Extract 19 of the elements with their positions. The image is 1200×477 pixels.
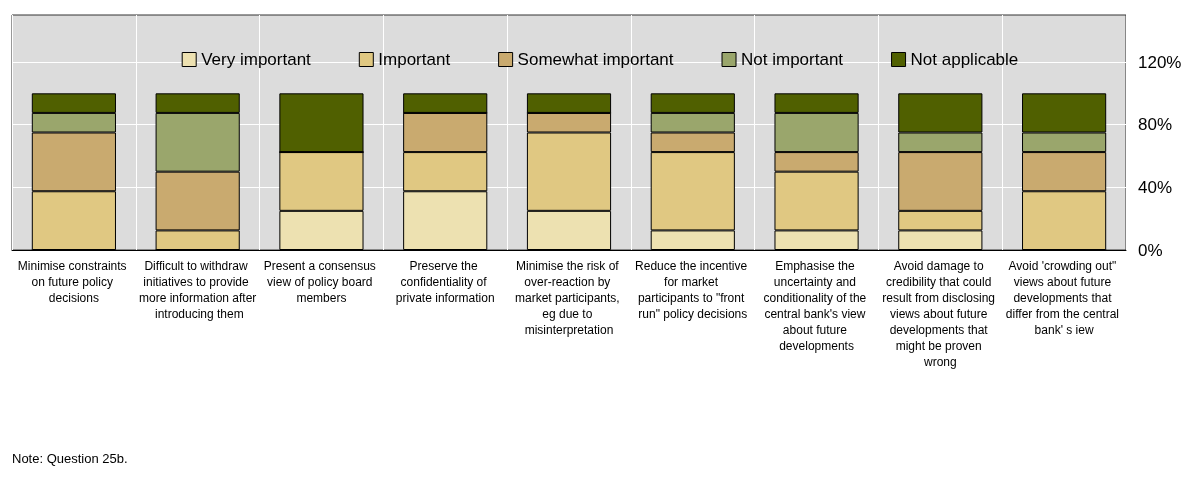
legend-label: Not important (741, 50, 844, 69)
y-tick-label: 40% (1138, 177, 1173, 197)
x-tick-label: Minimise constraints on future policy decisions (17, 259, 130, 305)
x-tick-label: Avoid 'crowding out" views about future developments that differ from the central bank' s iew (1005, 259, 1123, 337)
x-tick-label: Reduce the incentive for market participants to "front run" policy decisions (635, 259, 751, 321)
y-tick-label: 80% (1138, 115, 1173, 135)
x-tick-label: Emphasise the uncertainty and conditionality of the central bank's view about future developments (763, 259, 870, 353)
legend-label: Very important (201, 50, 312, 69)
x-tick-label: Preserve the confidentiality of private information (395, 259, 495, 305)
y-tick-label: 0% (1138, 240, 1163, 260)
x-tick-label: Minimise the risk of over-reaction by market participants, eg due to misinterpretation (514, 259, 624, 337)
x-tick-label: Present a consensus view of policy board members (263, 259, 380, 305)
y-tick-label: 120% (1138, 52, 1182, 72)
legend-label: Not applicable (910, 50, 1019, 69)
legend-label: Important (378, 50, 451, 69)
x-tick-label: Difficult to withdraw initiatives to provide more information after introducing them (138, 259, 257, 321)
x-tick-label: Avoid damage to credibility that could result from disclosing views about future developments that might be proven wrong (882, 259, 999, 369)
text: Note: Question 25b. (12, 451, 128, 466)
legend-label: Somewhat important (517, 50, 674, 69)
